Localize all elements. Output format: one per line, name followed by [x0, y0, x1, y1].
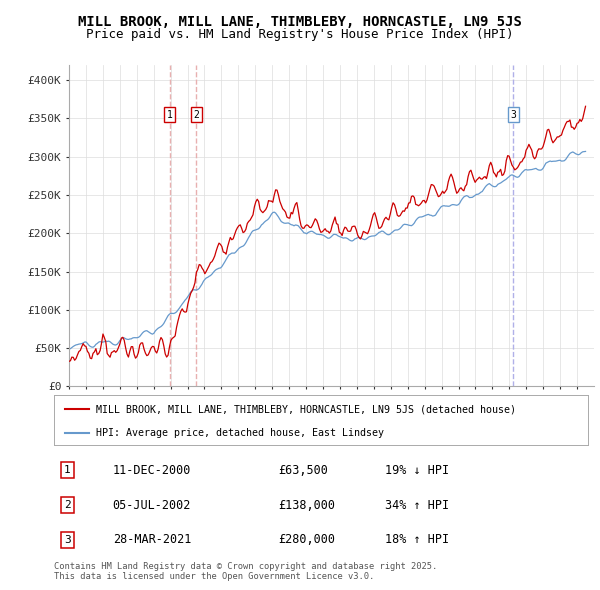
Text: 2: 2 — [193, 110, 199, 120]
Text: £280,000: £280,000 — [278, 533, 335, 546]
Text: £138,000: £138,000 — [278, 499, 335, 512]
Text: 05-JUL-2002: 05-JUL-2002 — [113, 499, 191, 512]
Text: Contains HM Land Registry data © Crown copyright and database right 2025.
This d: Contains HM Land Registry data © Crown c… — [54, 562, 437, 581]
Text: 34% ↑ HPI: 34% ↑ HPI — [385, 499, 449, 512]
Text: £63,500: £63,500 — [278, 464, 328, 477]
Text: MILL BROOK, MILL LANE, THIMBLEBY, HORNCASTLE, LN9 5JS (detached house): MILL BROOK, MILL LANE, THIMBLEBY, HORNCA… — [95, 404, 515, 414]
Text: 2: 2 — [64, 500, 71, 510]
Text: 28-MAR-2021: 28-MAR-2021 — [113, 533, 191, 546]
Text: HPI: Average price, detached house, East Lindsey: HPI: Average price, detached house, East… — [95, 428, 383, 438]
Text: 11-DEC-2000: 11-DEC-2000 — [113, 464, 191, 477]
Text: 1: 1 — [64, 466, 71, 476]
Text: 18% ↑ HPI: 18% ↑ HPI — [385, 533, 449, 546]
Text: 1: 1 — [167, 110, 173, 120]
Text: MILL BROOK, MILL LANE, THIMBLEBY, HORNCASTLE, LN9 5JS: MILL BROOK, MILL LANE, THIMBLEBY, HORNCA… — [78, 15, 522, 29]
Text: 19% ↓ HPI: 19% ↓ HPI — [385, 464, 449, 477]
Text: 3: 3 — [511, 110, 517, 120]
Text: 3: 3 — [64, 535, 71, 545]
Text: Price paid vs. HM Land Registry's House Price Index (HPI): Price paid vs. HM Land Registry's House … — [86, 28, 514, 41]
